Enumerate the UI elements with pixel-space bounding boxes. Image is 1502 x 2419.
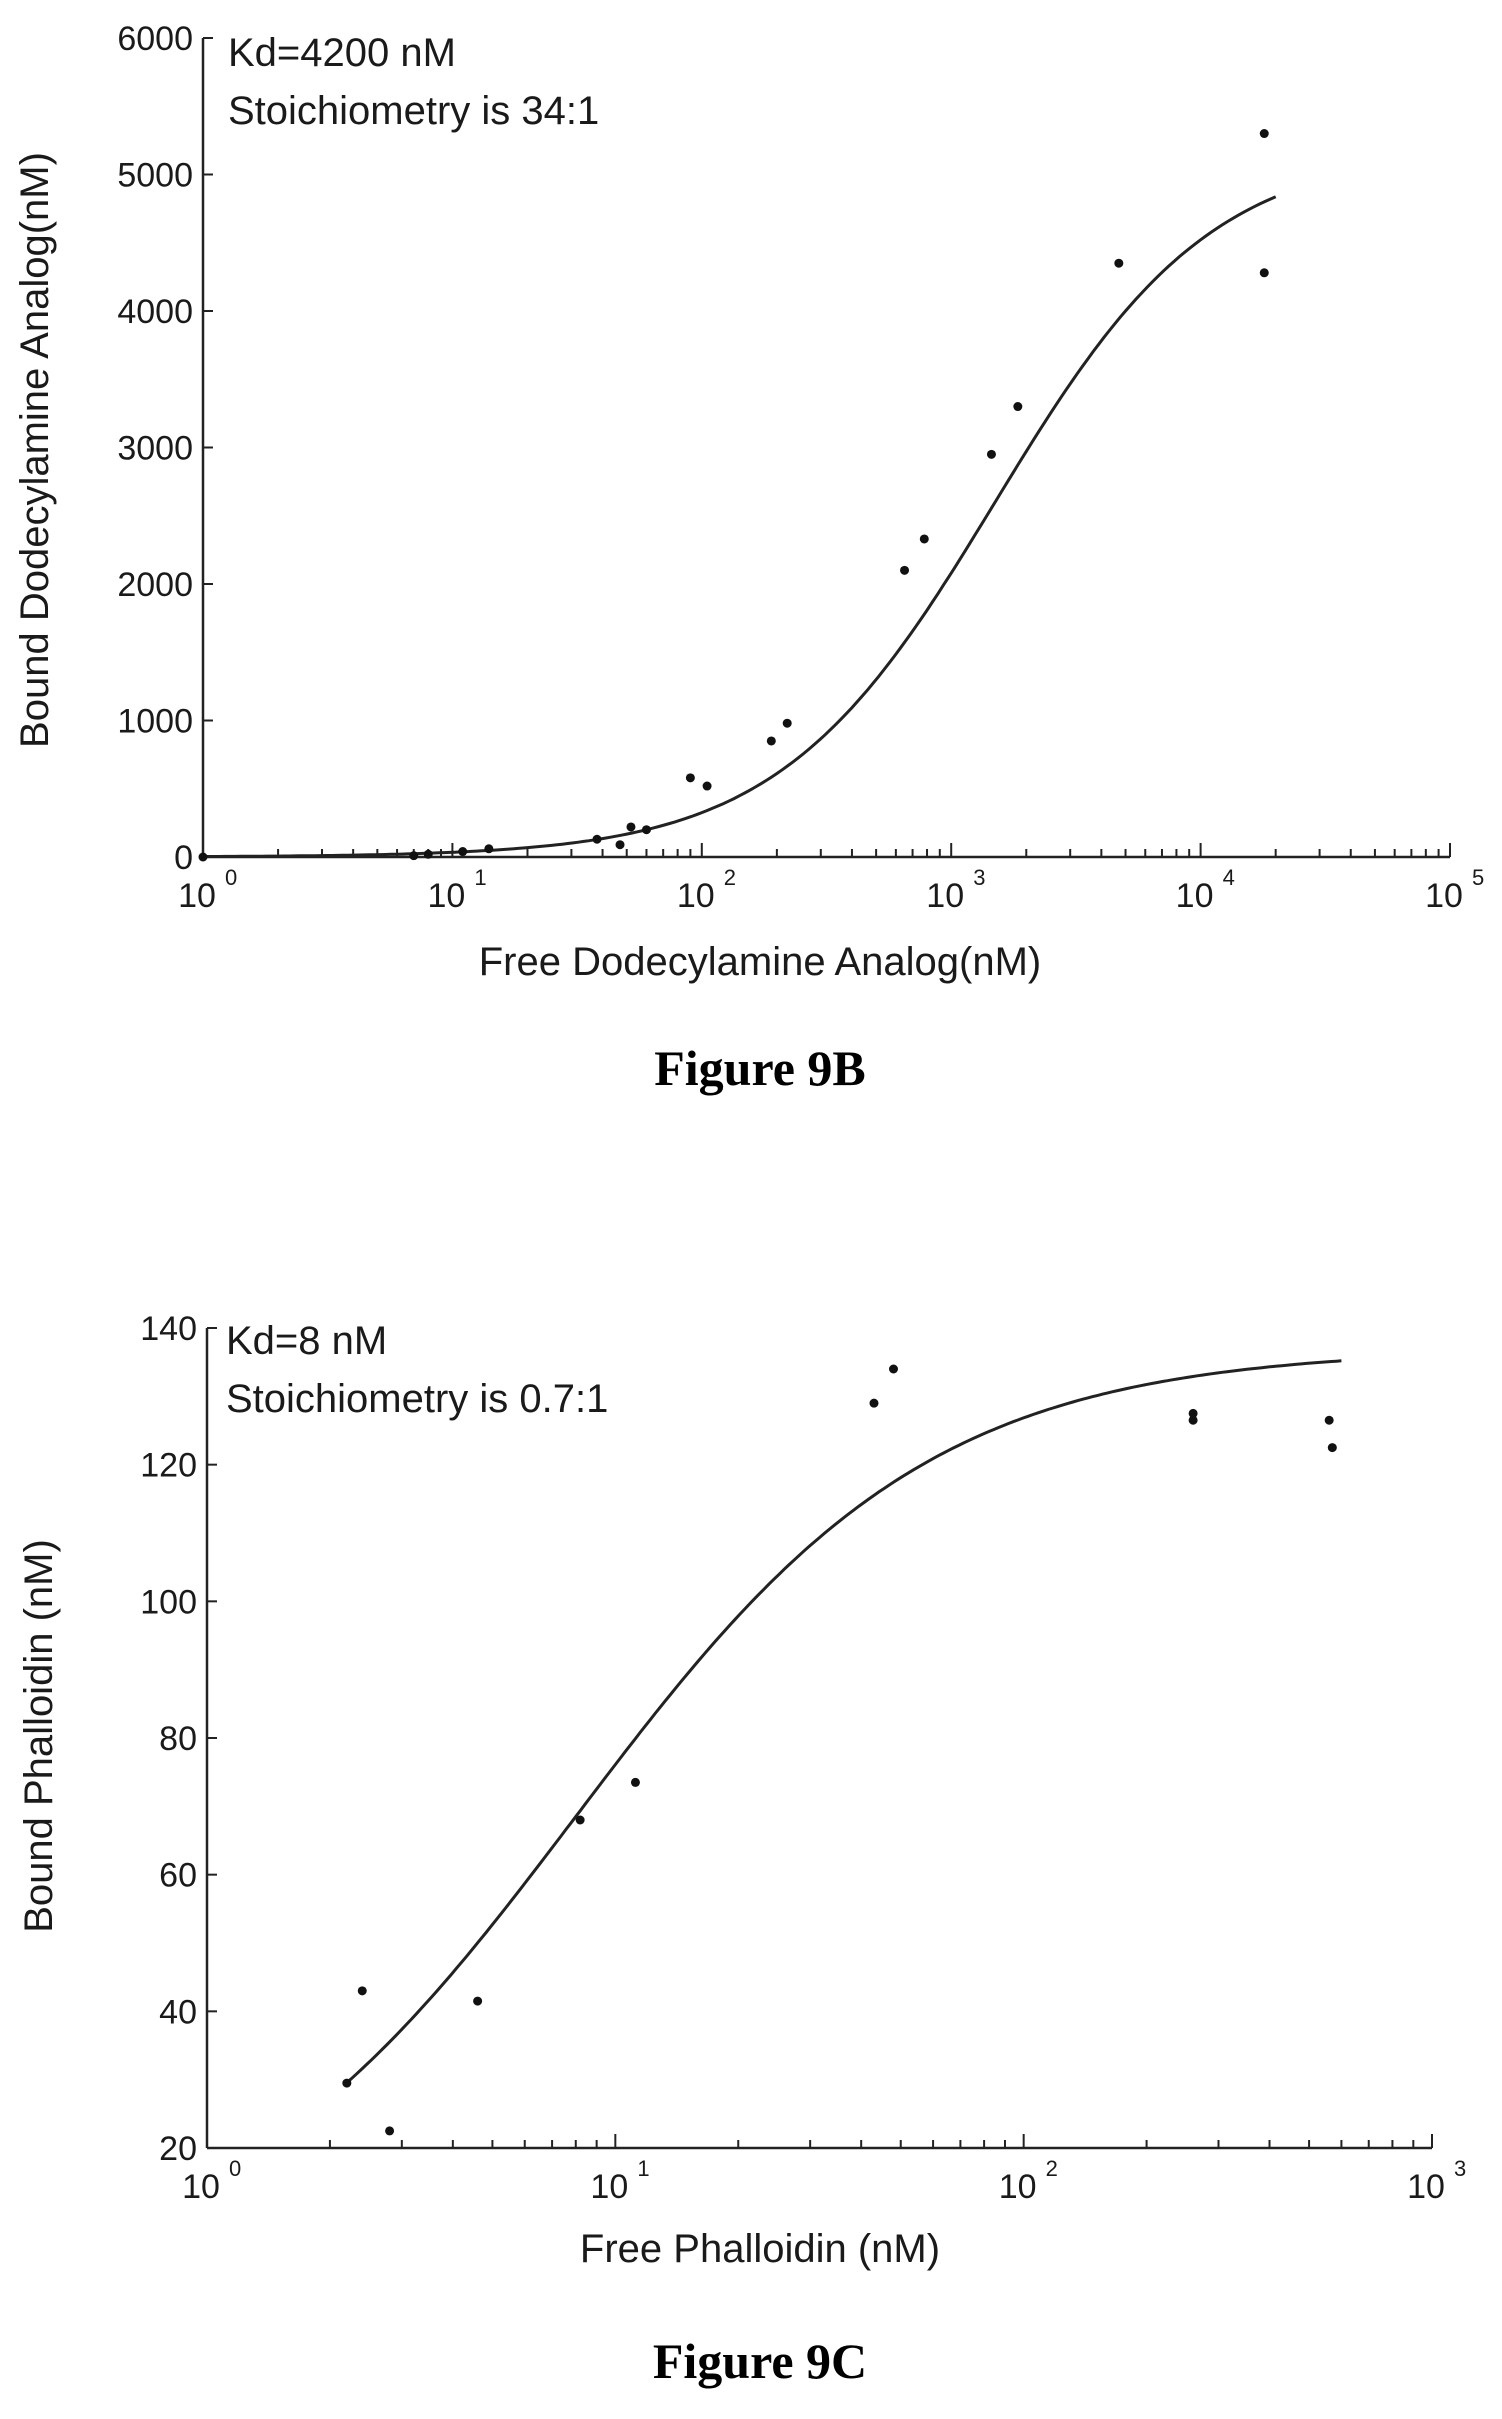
x-tick-exponent: 2 [724,865,736,890]
x-tick-exponent: 1 [637,2156,649,2181]
y-tick-label: 60 [159,1857,197,1895]
x-ticks: 10 0 10 1 10 2 10 3 10 4 10 5 [178,843,1484,915]
data-point [473,1996,483,2006]
x-tick-label: 10 [590,2168,628,2206]
y-tick-label: 1000 [117,703,193,741]
data-point [1188,1415,1198,1425]
y-ticks: 0 1000 2000 3000 4000 5000 6000 [117,20,213,877]
x-ticks: 10 0 10 1 10 2 10 3 [182,2134,1466,2206]
data-point [626,822,636,832]
x-axis-title: Free Dodecylamine Analog(nM) [479,940,1041,984]
x-tick-label: 10 [926,877,964,915]
data-point [685,773,695,783]
data-point [869,1398,879,1408]
data-point [1324,1415,1334,1425]
data-point [615,840,625,850]
kd-annotation: Kd=4200 nM [228,31,456,75]
x-tick-exponent: 0 [225,865,237,890]
y-tick-label: 40 [159,1993,197,2031]
data-point [1259,268,1269,278]
stoichiometry-annotation: Stoichiometry is 34:1 [228,89,599,133]
y-tick-label: 80 [159,1720,197,1758]
y-tick-label: 5000 [117,157,193,195]
y-ticks: 20 40 60 80 100 120 140 [140,1310,217,2168]
x-tick-exponent: 4 [1223,865,1235,890]
stoichiometry-annotation: Stoichiometry is 0.7:1 [226,1377,608,1421]
x-tick-label: 10 [182,2168,220,2206]
x-tick-exponent: 1 [474,865,486,890]
x-tick-exponent: 2 [1046,2156,1058,2181]
data-points [342,1364,1337,2136]
x-tick-label: 10 [1407,2168,1445,2206]
figure-caption: Figure 9C [653,2333,867,2389]
x-tick-label: 10 [677,877,715,915]
y-tick-label: 20 [159,2130,197,2168]
y-tick-label: 120 [140,1447,197,1485]
x-axis-title: Free Phalloidin (nM) [580,2227,940,2271]
data-point [409,851,419,861]
y-tick-label: 3000 [117,430,193,468]
x-tick-label: 10 [178,877,216,915]
data-point [630,1777,640,1787]
y-tick-label: 2000 [117,566,193,604]
y-axis-title: Bound Phalloidin (nM) [17,1539,61,1933]
data-point [919,534,929,544]
data-point [342,2078,352,2088]
data-point [766,736,776,746]
y-tick-label: 4000 [117,293,193,331]
fit-curve [203,195,1277,858]
x-tick-label: 10 [1425,877,1463,915]
data-points [198,129,1269,862]
data-point [357,1986,367,1996]
data-point [1013,402,1023,412]
data-point [900,565,910,575]
y-tick-label: 140 [140,1310,197,1348]
x-tick-label: 10 [1176,877,1214,915]
kd-annotation: Kd=8 nM [226,1319,387,1363]
y-tick-label: 0 [174,839,193,877]
y-tick-label: 6000 [117,20,193,58]
data-point [702,781,712,791]
data-point [986,449,996,459]
figure-caption: Figure 9B [654,1040,866,1096]
data-point [575,1815,585,1825]
x-tick-label: 10 [427,877,465,915]
x-tick-exponent: 5 [1472,865,1484,890]
data-point [458,847,468,857]
data-point [1327,1443,1337,1453]
data-point [1259,129,1269,139]
y-tick-label: 100 [140,1583,197,1621]
data-point [423,849,433,859]
data-point [889,1364,899,1374]
fit-curve [345,1359,1342,2084]
x-tick-exponent: 3 [973,865,985,890]
x-tick-label: 10 [999,2168,1037,2206]
data-point [592,834,602,844]
data-point [641,825,651,835]
x-tick-exponent: 0 [229,2156,241,2181]
data-point [782,718,792,728]
data-point [484,844,494,854]
x-tick-exponent: 3 [1454,2156,1466,2181]
data-point [385,2126,395,2136]
data-point [1114,258,1124,268]
y-axis-title: Bound Dodecylamine Analog(nM) [13,152,57,748]
data-point [198,852,208,862]
data-point [1188,1408,1198,1418]
